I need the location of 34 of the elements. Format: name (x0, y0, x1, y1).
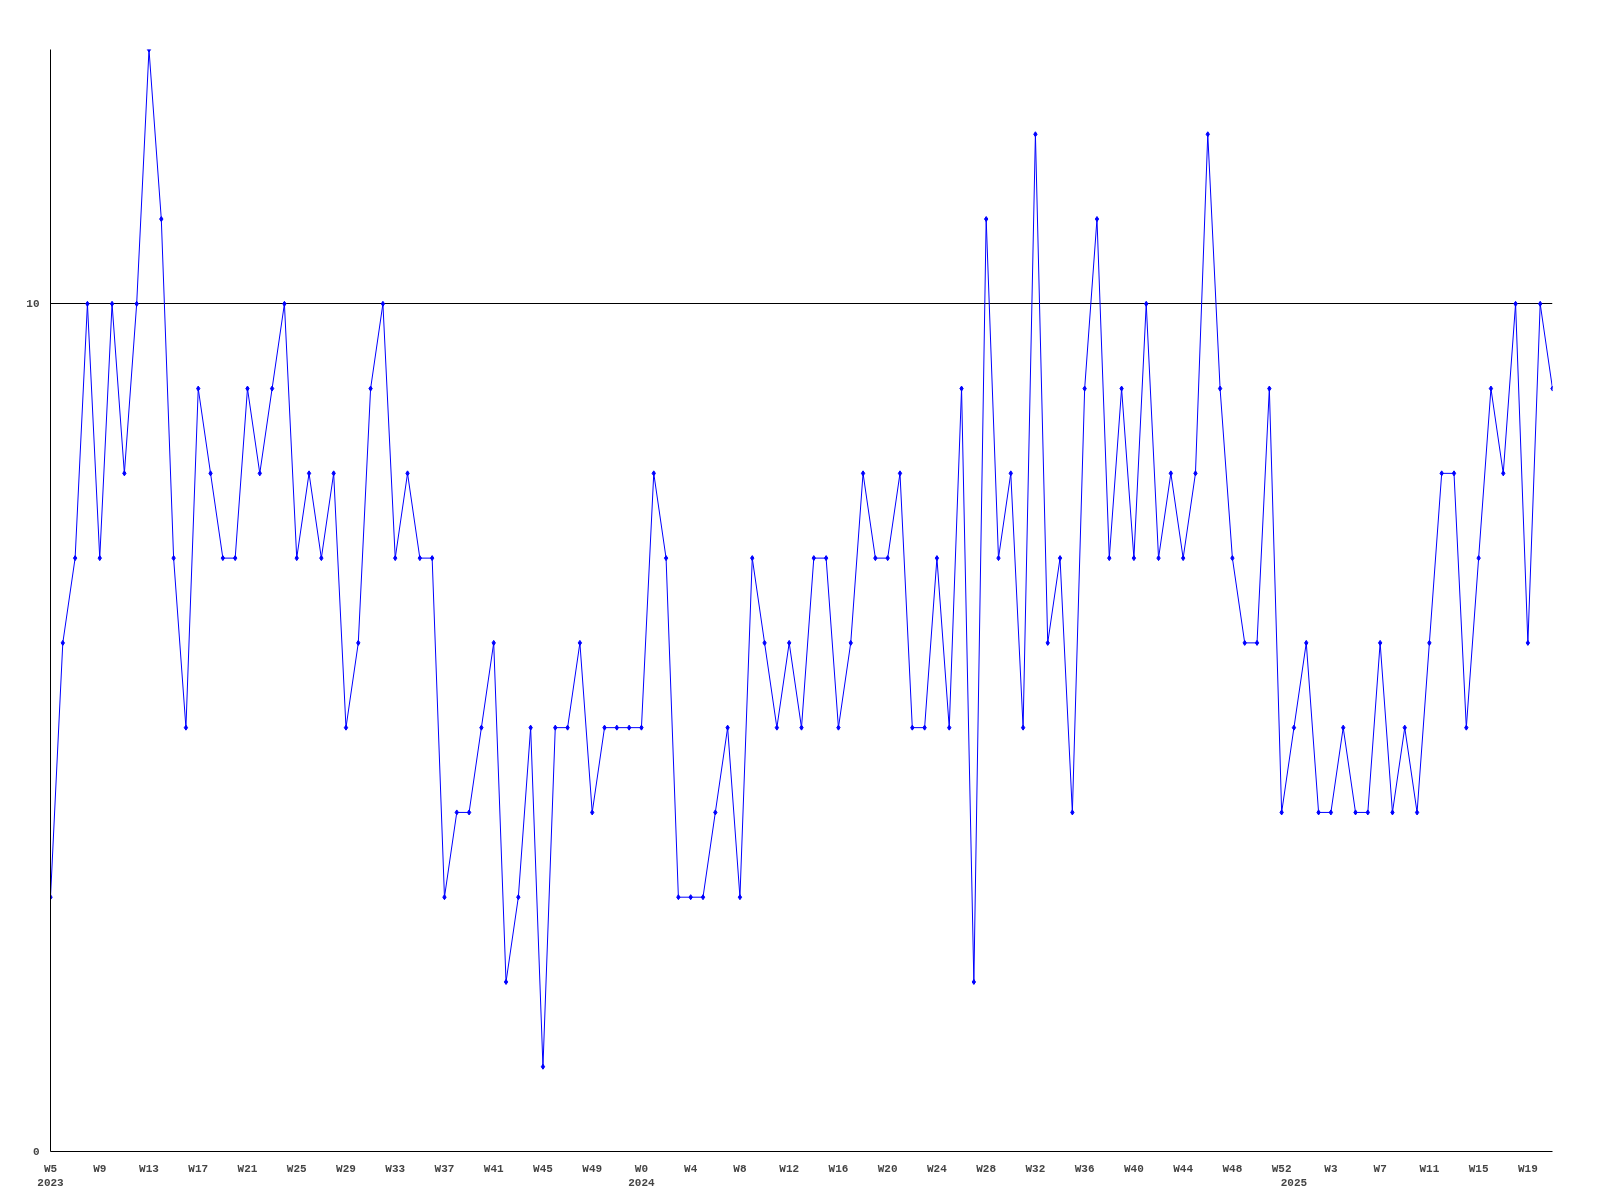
x-tick-label: 2025 (1280, 1176, 1308, 1189)
x-tick-label: W29 (336, 1162, 356, 1175)
x-tick-label: W37 (434, 1162, 455, 1175)
x-tick-label: W12 (779, 1162, 800, 1175)
x-tick-label: W7 (1373, 1162, 1387, 1175)
x-tick-label: W5 2023 (37, 1162, 65, 1189)
x-tick-label: W48 (1222, 1162, 1243, 1175)
x-tick-label: W41 (483, 1162, 505, 1175)
x-tick-label: W44 (1173, 1162, 1194, 1175)
x-tick-label: W25 (286, 1162, 308, 1175)
x-tick-label: W20 (877, 1162, 898, 1175)
x-tick-label: W0 2024 (628, 1162, 656, 1189)
x-tick-label: W36 (1074, 1162, 1095, 1175)
x-tick-label: W45 (533, 1162, 554, 1175)
x-tick-label: W15 (1468, 1162, 1489, 1175)
x-tick-label: W32 (1025, 1162, 1046, 1175)
x-tick-label: W11 (1419, 1162, 1440, 1175)
x-tick-label: W24 (927, 1162, 948, 1175)
x-tick-label: W9 (93, 1162, 107, 1175)
x-tick-label: W40 (1124, 1162, 1144, 1175)
y-tick-label: 10 (26, 298, 40, 311)
x-tick-label: W16 (828, 1162, 849, 1175)
x-tick-label: W3 (1324, 1162, 1338, 1175)
x-tick-label: W19 (1517, 1162, 1538, 1175)
x-tick-label: W21 (237, 1162, 258, 1175)
y-tick-label: 0 (32, 1146, 40, 1158)
x-tick-label: W4 (684, 1162, 698, 1175)
x-tick-label: W52 (1271, 1162, 1292, 1175)
x-tick-label: W49 (582, 1162, 603, 1175)
x-tick-label: W28 (976, 1162, 997, 1175)
x-tick-label: W13 (139, 1162, 160, 1175)
x-tick-label: W33 (385, 1162, 406, 1175)
x-tick-label: W8 (733, 1162, 747, 1175)
x-tick-label: W17 (188, 1162, 209, 1175)
